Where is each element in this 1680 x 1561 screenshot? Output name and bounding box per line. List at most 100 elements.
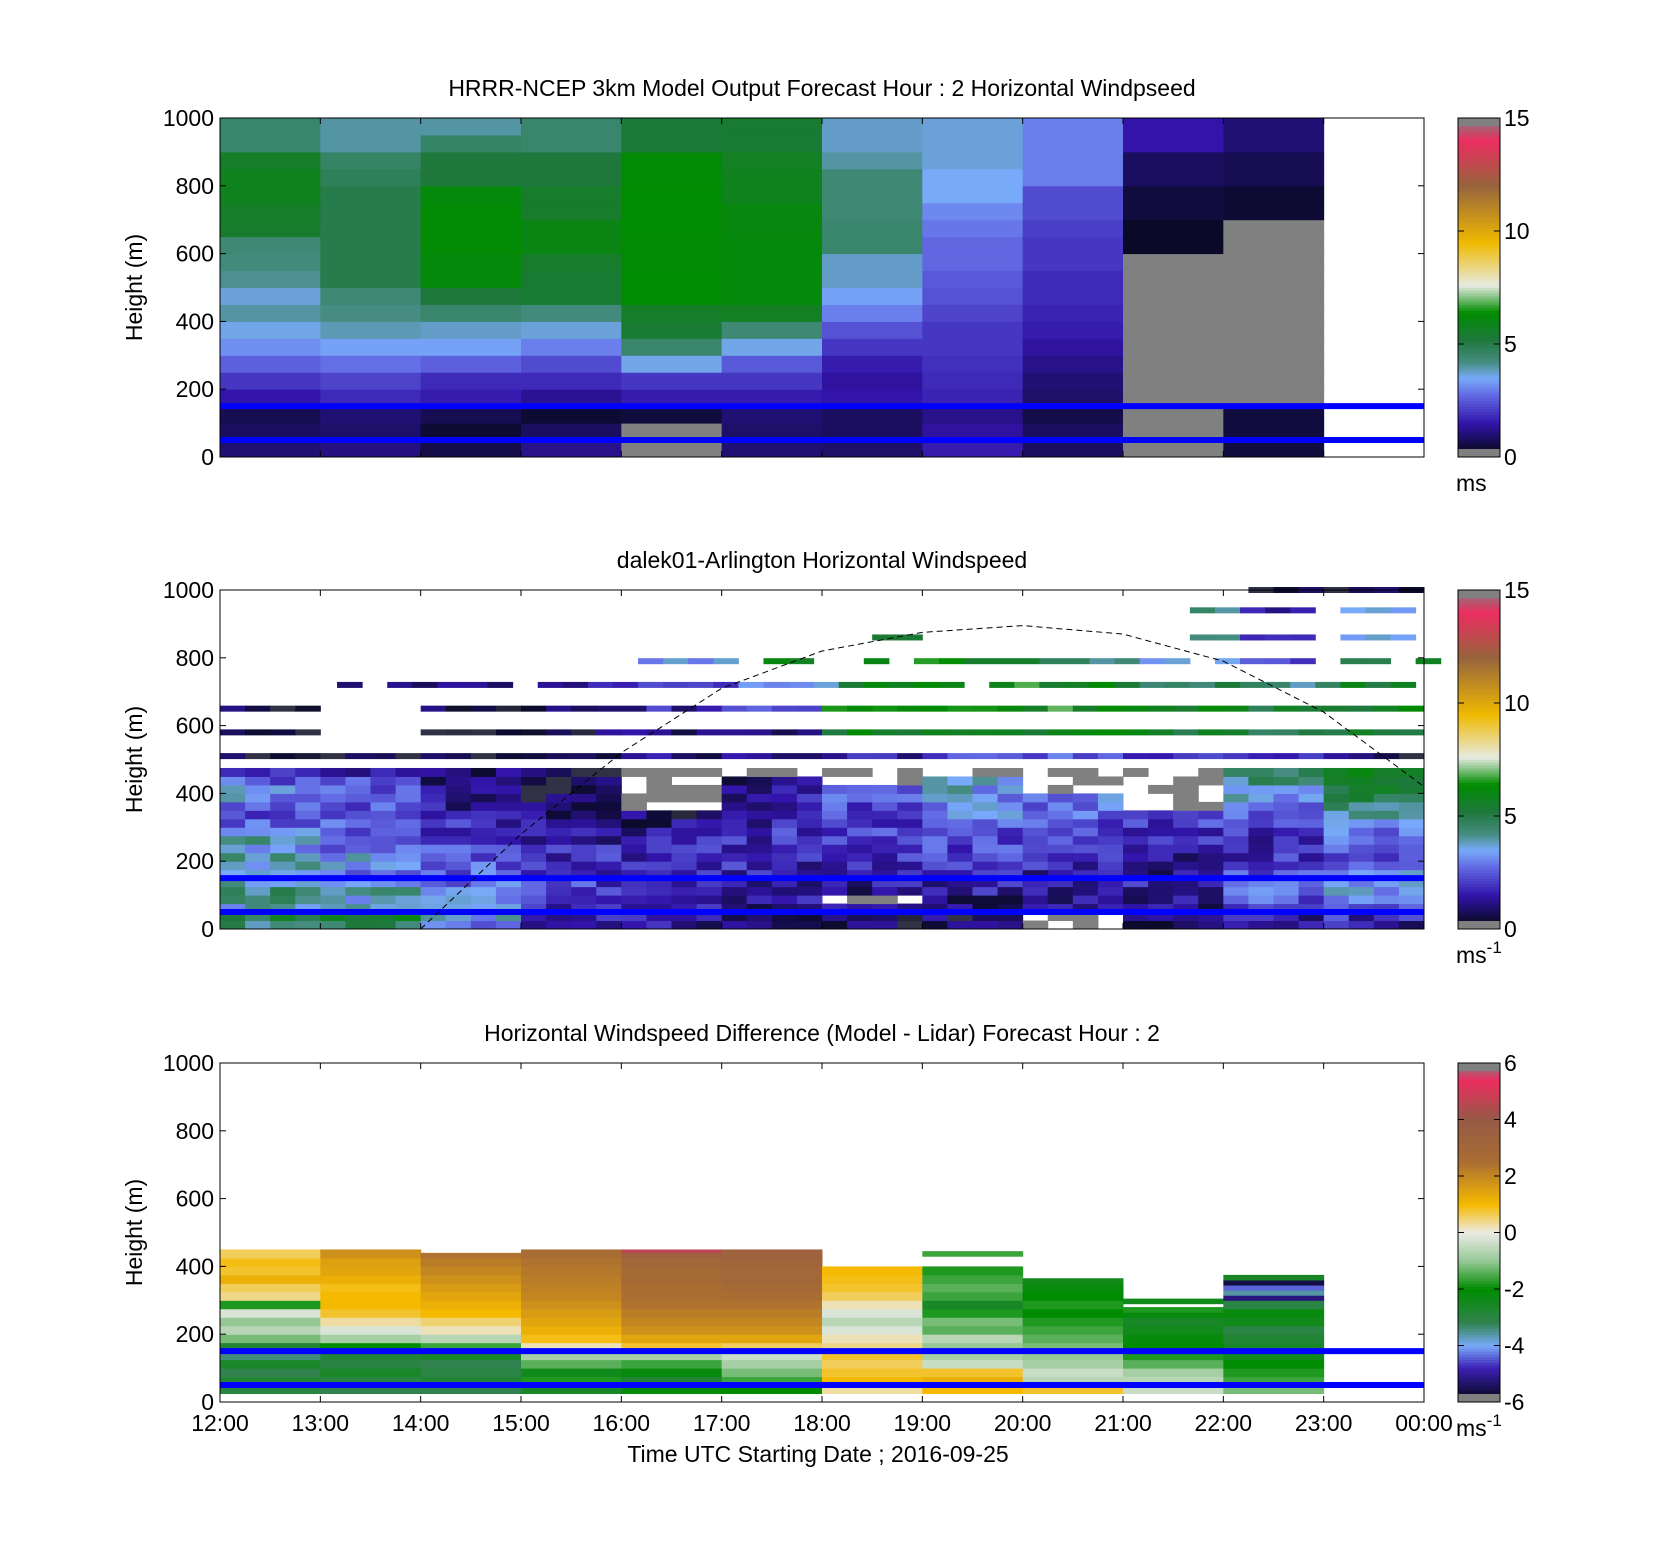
- heatmap-cell: [922, 321, 1024, 339]
- colorbar-segment: [1458, 264, 1500, 269]
- heatmap-cell: [420, 134, 522, 153]
- heatmap-cell: [420, 1376, 522, 1386]
- colorbar-segment: [1458, 921, 1500, 929]
- lidar-profile-cell: [1148, 818, 1174, 828]
- lidar-gate-cell: [270, 729, 296, 736]
- colorbar-segment: [1458, 1181, 1500, 1185]
- heatmap-cell: [1123, 304, 1224, 322]
- lidar-profile-cell: [320, 903, 346, 913]
- heatmap-cell: [420, 1351, 522, 1361]
- lidar-profile-cell: [671, 810, 698, 820]
- lidar-gate-cell: [696, 705, 723, 712]
- colorbar-segment: [1458, 442, 1500, 447]
- colorbar-segment: [1458, 214, 1500, 218]
- heatmap-cell: [621, 389, 723, 407]
- lidar-profile-cell: [796, 878, 823, 888]
- heatmap-cell: [320, 270, 422, 288]
- heatmap-cell: [721, 1274, 823, 1284]
- lidar-profile-cell: [495, 801, 522, 811]
- heatmap-cell: [1223, 1285, 1325, 1291]
- lidar-profile-cell: [1373, 810, 1400, 820]
- colorbar-segment: [1458, 129, 1500, 133]
- lidar-profile-cell: [922, 827, 948, 837]
- heatmap-cell: [621, 185, 723, 204]
- lidar-profile-cell: [621, 827, 647, 837]
- heatmap-cell: [721, 287, 823, 305]
- lidar-profile-cell: [771, 844, 798, 854]
- lidar-profile-cell: [370, 869, 397, 879]
- lidar-gate-cell: [562, 681, 589, 688]
- x-tick-label: 23:00: [1295, 1410, 1353, 1436]
- lidar-profile-cell: [1373, 801, 1400, 811]
- heatmap-cell: [621, 1325, 723, 1335]
- lidar-profile-cell: [1323, 784, 1350, 794]
- lidar-profile-cell: [345, 903, 371, 913]
- lidar-profile-cell: [345, 827, 371, 837]
- heatmap-cell: [1022, 1376, 1124, 1386]
- x-tick-label: 12:00: [191, 1410, 249, 1436]
- lidar-profile-cell: [1273, 844, 1300, 854]
- panel-title: HRRR-NCEP 3km Model Output Forecast Hour…: [448, 75, 1195, 101]
- lidar-profile-cell: [972, 844, 999, 854]
- colorbar-segment: [1458, 1257, 1500, 1262]
- heatmap-cell: [220, 1257, 321, 1267]
- lidar-profile-cell: [847, 793, 873, 803]
- heatmap-cell: [822, 1291, 923, 1301]
- heatmap-cell: [521, 1291, 622, 1301]
- colorbar-segment: [1458, 691, 1500, 696]
- heatmap-cell: [1223, 406, 1325, 424]
- heatmap-cell: [621, 151, 723, 170]
- lidar-profile-cell: [345, 878, 371, 888]
- lidar-profile-cell: [1273, 912, 1300, 922]
- lidar-profile-cell: [646, 869, 672, 879]
- heatmap-cell: [420, 219, 522, 238]
- lidar-gate-cell: [395, 753, 422, 760]
- colorbar-segment: [1458, 1130, 1500, 1135]
- lidar-profile-cell: [1022, 827, 1049, 837]
- lidar-profile-cell: [220, 827, 246, 837]
- lidar-profile-cell: [1373, 861, 1400, 871]
- colorbar-segment: [1458, 751, 1500, 755]
- heatmap-cell: [1223, 1274, 1325, 1281]
- colorbar-segment: [1458, 247, 1500, 252]
- lidar-profile-cell: [1373, 869, 1400, 879]
- lidar-profile-cell: [1298, 835, 1325, 845]
- lidar-gate-cell: [295, 705, 321, 712]
- lidar-profile-cell: [495, 835, 522, 845]
- colorbar-segment: [1458, 762, 1500, 766]
- colorbar-segment: [1458, 417, 1500, 421]
- lidar-profile-cell: [596, 861, 622, 871]
- lidar-gate-cell: [612, 681, 639, 688]
- colorbar-tick-label: 0: [1504, 444, 1517, 470]
- heatmap-cell: [1022, 134, 1124, 153]
- colorbar-segment: [1458, 1077, 1500, 1081]
- heatmap-cell: [621, 287, 723, 305]
- colorbar-segment: [1458, 1139, 1500, 1143]
- lidar-gate-cell: [1398, 753, 1425, 760]
- lidar-profile-cell: [546, 920, 572, 930]
- heatmap-cell: [1223, 338, 1325, 356]
- x-tick-label: 21:00: [1094, 1410, 1152, 1436]
- lidar-profile-cell: [295, 818, 321, 828]
- heatmap-cell: [220, 1325, 321, 1335]
- lidar-profile-cell: [395, 776, 422, 786]
- lidar-profile-cell: [671, 852, 698, 862]
- lidar-profile-cell: [245, 801, 271, 811]
- lidar-profile-cell: [1223, 810, 1249, 820]
- heatmap-cell: [721, 1308, 823, 1318]
- lidar-profile-cell: [646, 827, 672, 837]
- lidar-profile-cell: [947, 852, 973, 862]
- lidar-profile-cell: [1348, 852, 1375, 862]
- lidar-profile-cell: [721, 869, 748, 879]
- heatmap-cell: [220, 372, 321, 390]
- lidar-profile-cell: [1097, 835, 1124, 845]
- heatmap-cell: [1123, 1317, 1224, 1327]
- y-tick-label: 600: [176, 1186, 214, 1212]
- lidar-profile-cell: [1398, 801, 1425, 811]
- lidar-profile-cell: [872, 886, 898, 896]
- lidar-profile-cell: [1248, 810, 1274, 820]
- lidar-profile-cell: [571, 844, 597, 854]
- colorbar-segment: [1458, 897, 1500, 902]
- lidar-profile-cell: [1047, 784, 1074, 794]
- colorbar-segment: [1458, 134, 1500, 139]
